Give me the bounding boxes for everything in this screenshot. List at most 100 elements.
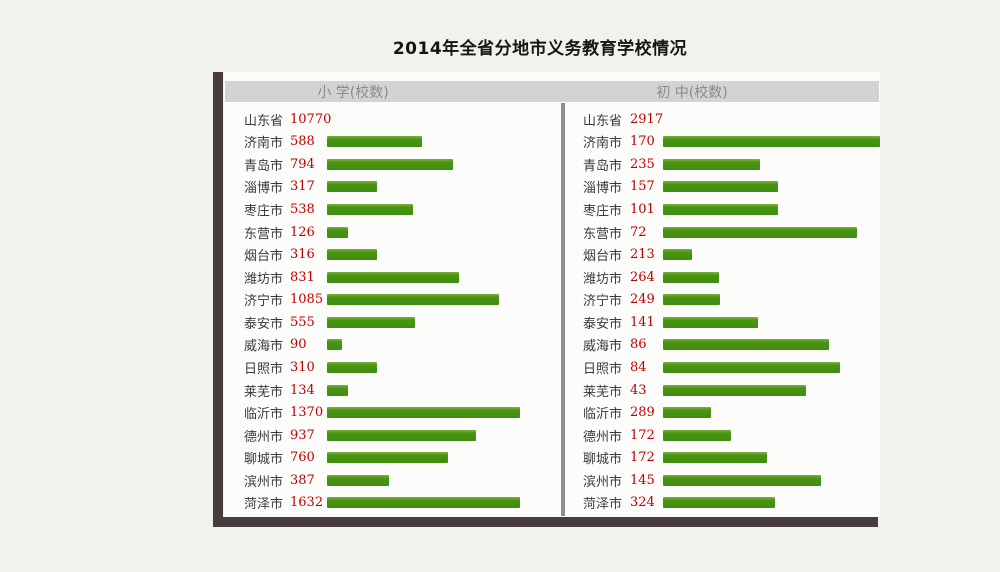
value-bar <box>327 249 377 261</box>
city-label: 烟台市 <box>582 249 622 265</box>
value-bar <box>663 181 778 193</box>
value-bar <box>663 452 767 464</box>
city-label: 菏泽市 <box>243 497 283 513</box>
primary-school-rows: 山东省 10770 济南市 588 青岛市 794 淄博市 317 枣庄市 53… <box>224 108 561 514</box>
value-bar <box>327 226 348 238</box>
table-row: 烟台市 213 <box>565 243 880 266</box>
frame-bottom-bar <box>213 517 878 527</box>
city-label: 淄博市 <box>243 181 283 197</box>
table-row: 济南市 170 <box>565 131 880 154</box>
value-bar <box>663 361 840 373</box>
value-bar <box>663 271 719 283</box>
value-bar <box>327 384 348 396</box>
panel-header-strip: 小 学(校数) 初 中(校数) <box>225 81 879 102</box>
table-row: 潍坊市 831 <box>224 266 561 289</box>
value-label: 324 <box>630 495 655 511</box>
city-label: 枣庄市 <box>582 204 622 220</box>
value-label: 387 <box>290 472 315 488</box>
table-row: 枣庄市 101 <box>565 198 880 221</box>
value-bar <box>327 474 389 486</box>
city-label: 滨州市 <box>582 474 622 490</box>
value-bar <box>663 429 731 441</box>
table-row: 济南市 588 <box>224 131 561 154</box>
value-bar <box>327 271 459 283</box>
value-bar <box>663 294 720 306</box>
value-label: 134 <box>290 382 315 398</box>
value-label: 310 <box>290 359 315 375</box>
value-bar <box>327 407 520 419</box>
value-label: 264 <box>630 269 655 285</box>
table-row: 日照市 84 <box>565 356 880 379</box>
table-row: 青岛市 235 <box>565 153 880 176</box>
city-label: 滨州市 <box>243 474 283 490</box>
value-bar <box>663 339 829 351</box>
value-label: 172 <box>630 427 655 443</box>
value-label: 213 <box>630 247 655 263</box>
table-row: 烟台市 316 <box>224 243 561 266</box>
city-label: 山东省 <box>243 113 283 129</box>
city-label: 菏泽市 <box>582 497 622 513</box>
table-row: 临沂市 289 <box>565 401 880 424</box>
city-label: 日照市 <box>582 361 622 377</box>
value-bar <box>663 158 760 170</box>
value-bar <box>327 158 453 170</box>
value-label: 794 <box>290 156 315 172</box>
value-label: 157 <box>630 179 655 195</box>
value-bar <box>663 384 806 396</box>
city-label: 淄博市 <box>582 181 622 197</box>
table-row: 山东省 2917 <box>565 108 880 131</box>
value-label: 10770 <box>290 111 332 127</box>
value-label: 317 <box>290 179 315 195</box>
city-label: 威海市 <box>582 339 622 355</box>
table-row: 枣庄市 538 <box>224 198 561 221</box>
frame-left-bar <box>213 72 223 527</box>
value-label: 937 <box>290 427 315 443</box>
value-label: 555 <box>290 314 315 330</box>
table-row: 东营市 72 <box>565 221 880 244</box>
table-row: 泰安市 555 <box>224 311 561 334</box>
city-label: 临沂市 <box>582 407 622 423</box>
value-bar <box>663 226 857 238</box>
city-label: 青岛市 <box>243 158 283 174</box>
table-row: 滨州市 145 <box>565 469 880 492</box>
chart-area: 小 学(校数) 初 中(校数) 山东省 10770 济南市 588 青岛市 79… <box>224 72 880 517</box>
panel-header-primary: 小 学(校数) <box>317 85 389 101</box>
value-bar <box>327 497 520 509</box>
value-label: 1370 <box>290 405 324 421</box>
table-row: 滨州市 387 <box>224 469 561 492</box>
value-label: 145 <box>630 472 655 488</box>
table-row: 聊城市 172 <box>565 446 880 469</box>
value-label: 170 <box>630 134 655 150</box>
city-label: 泰安市 <box>582 316 622 332</box>
city-label: 临沂市 <box>243 407 283 423</box>
value-label: 84 <box>630 359 647 375</box>
value-label: 831 <box>290 269 315 285</box>
value-label: 588 <box>290 134 315 150</box>
value-label: 289 <box>630 405 655 421</box>
city-label: 东营市 <box>243 226 283 242</box>
city-label: 德州市 <box>243 429 283 445</box>
city-label: 山东省 <box>582 113 622 129</box>
value-bar <box>663 136 880 148</box>
value-bar <box>327 316 415 328</box>
table-row: 山东省 10770 <box>224 108 561 131</box>
value-bar <box>663 407 711 419</box>
value-label: 538 <box>290 202 315 218</box>
value-label: 141 <box>630 314 655 330</box>
city-label: 青岛市 <box>582 158 622 174</box>
table-row: 威海市 86 <box>565 334 880 357</box>
value-label: 72 <box>630 224 647 240</box>
city-label: 泰安市 <box>243 316 283 332</box>
table-row: 德州市 172 <box>565 424 880 447</box>
city-label: 聊城市 <box>243 452 283 468</box>
value-bar <box>327 204 413 216</box>
city-label: 潍坊市 <box>582 271 622 287</box>
value-label: 43 <box>630 382 647 398</box>
value-label: 101 <box>630 202 655 218</box>
value-bar <box>663 497 775 509</box>
value-bar <box>327 429 476 441</box>
table-row: 莱芜市 43 <box>565 379 880 402</box>
table-row: 菏泽市 1632 <box>224 492 561 515</box>
value-label: 249 <box>630 292 655 308</box>
city-label: 东营市 <box>582 226 622 242</box>
